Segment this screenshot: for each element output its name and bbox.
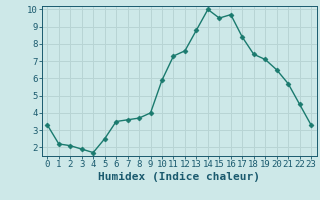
X-axis label: Humidex (Indice chaleur): Humidex (Indice chaleur) xyxy=(98,172,260,182)
